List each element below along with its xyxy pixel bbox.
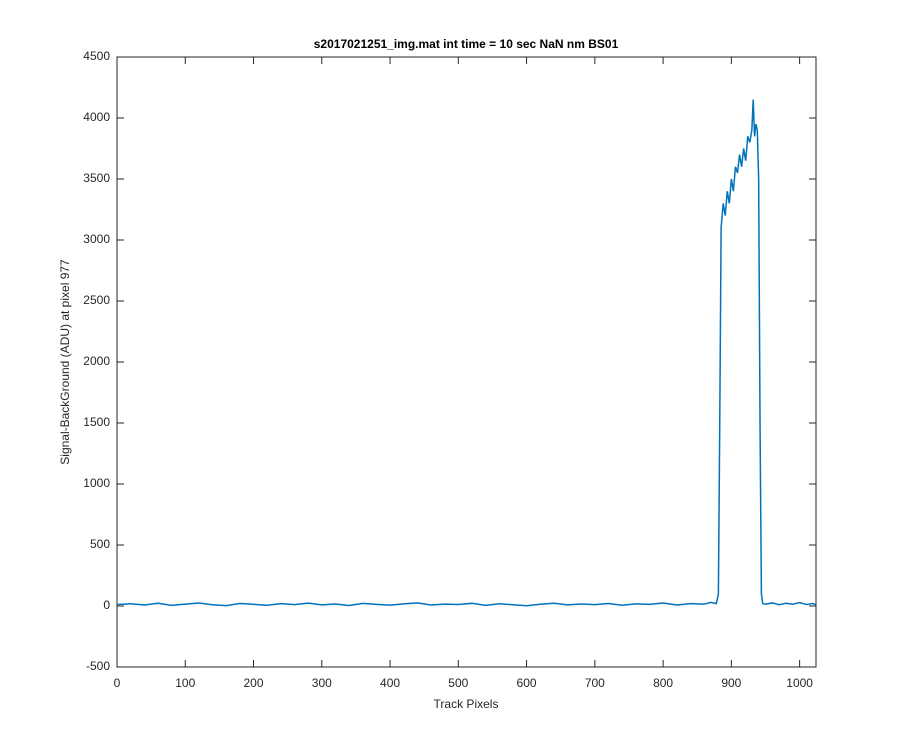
x-tick-label: 500 xyxy=(448,676,468,690)
x-tick-label: 700 xyxy=(585,676,605,690)
y-tick-label: 1500 xyxy=(83,415,110,429)
x-tick-label: 1000 xyxy=(786,676,813,690)
y-tick-label: 0 xyxy=(103,598,110,612)
y-tick-label: 2500 xyxy=(83,293,110,307)
y-tick-label: 4000 xyxy=(83,110,110,124)
x-tick-label: 400 xyxy=(380,676,400,690)
x-tick-label: 800 xyxy=(653,676,673,690)
y-axis-label: Signal-BackGround (ADU) at pixel 977 xyxy=(58,259,72,465)
x-tick-label: 200 xyxy=(244,676,264,690)
x-tick-label: 300 xyxy=(312,676,332,690)
x-axis-label: Track Pixels xyxy=(434,697,499,711)
chart-title: s2017021251_img.mat int time = 10 sec Na… xyxy=(314,37,619,51)
x-tick-label: 0 xyxy=(114,676,121,690)
y-tick-label: 2000 xyxy=(83,354,110,368)
y-tick-label: 4500 xyxy=(83,49,110,63)
data-line xyxy=(116,99,817,607)
y-tick-label: 3500 xyxy=(83,171,110,185)
y-tick-label: 500 xyxy=(90,537,110,551)
y-tick-label: 1000 xyxy=(83,476,110,490)
x-tick-label: 900 xyxy=(721,676,741,690)
y-tick-label: -500 xyxy=(86,659,110,673)
x-tick-label: 600 xyxy=(517,676,537,690)
x-tick-label: 100 xyxy=(175,676,195,690)
y-tick-label: 3000 xyxy=(83,232,110,246)
